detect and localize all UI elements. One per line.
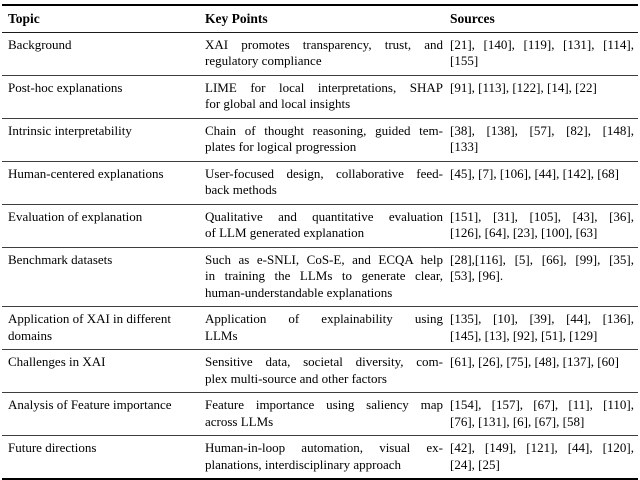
key-points-cell: Such as e-SNLI, CoS-E, and ECQA help in t… bbox=[205, 251, 443, 300]
sources-cell: [45], [7], [106], [44], [142], [68] bbox=[450, 165, 619, 181]
table-row: Evaluation of explanation Qualitative an… bbox=[2, 204, 638, 247]
key-points-cell: User-focused design, collaborative feed-… bbox=[205, 165, 443, 198]
table-row: Post-hoc explanations LIME for local int… bbox=[2, 75, 638, 118]
topic-cell: Evaluation of explanation bbox=[8, 208, 143, 224]
table-row: Intrinsic interpretability Chain of thou… bbox=[2, 118, 638, 161]
sources-cell: [154], [157], [67], [11], [110], [76], [1… bbox=[450, 397, 634, 429]
table-row: Application of XAI in different domains A… bbox=[2, 307, 638, 350]
table-row: Human-centered explanations User-focused… bbox=[2, 161, 638, 204]
sources-cell: [21], [140], [119], [131], [114], [155] bbox=[450, 36, 634, 69]
table-row: Challenges in XAI Sensitive data, societ… bbox=[2, 350, 638, 393]
key-points-cell: Chain of thought reasoning, guided tem-p… bbox=[205, 122, 443, 155]
sources-cell: [42], [149], [121], [44], [120], [24], [2… bbox=[450, 440, 634, 472]
topics-sources-table: Topic Key Points Sources Background XAI … bbox=[2, 4, 638, 480]
key-points-cell: Feature importance using saliency map acr… bbox=[205, 397, 443, 429]
column-header-topic: Topic bbox=[8, 11, 40, 26]
header-row: Topic Key Points Sources bbox=[2, 5, 638, 32]
topic-cell: Challenges in XAI bbox=[8, 354, 106, 369]
topic-cell: Intrinsic interpretability bbox=[8, 122, 132, 138]
key-points-cell: Application of explainability using LLMs bbox=[205, 311, 443, 343]
table-row: Benchmark datasets Such as e-SNLI, CoS-E… bbox=[2, 247, 638, 307]
topic-cell: Human-centered explanations bbox=[8, 165, 164, 181]
sources-cell: [151], [31], [105], [43], [36], [126], [6… bbox=[450, 208, 634, 241]
topic-cell: Post-hoc explanations bbox=[8, 79, 123, 95]
key-points-cell: LIME for local interpretations, SHAP for … bbox=[205, 79, 443, 112]
sources-cell: [91], [113], [122], [14], [22] bbox=[450, 79, 597, 95]
table-header: Topic Key Points Sources bbox=[2, 5, 638, 32]
table-body: Background XAI promotes transparency, tr… bbox=[2, 32, 638, 479]
key-points-cell: Sensitive data, societal diversity, com-… bbox=[205, 354, 443, 386]
topic-cell: Future directions bbox=[8, 440, 97, 455]
topic-cell: Analysis of Feature importance bbox=[8, 397, 172, 412]
column-header-key-points: Key Points bbox=[205, 11, 268, 26]
table-row: Future directions Human-in-loop automati… bbox=[2, 436, 638, 480]
key-points-cell: Qualitative and quantitative evaluation o… bbox=[205, 208, 443, 241]
topic-cell: Benchmark datasets bbox=[8, 251, 113, 267]
table-row: Analysis of Feature importance Feature i… bbox=[2, 393, 638, 436]
sources-cell: [61], [26], [75], [48], [137], [60] bbox=[450, 354, 619, 369]
sources-cell: [135], [10], [39], [44], [136], [145], [1… bbox=[450, 311, 634, 343]
key-points-cell: Human-in-loop automation, visual ex-plan… bbox=[205, 440, 443, 472]
topic-cell: Application of XAI in different domains bbox=[8, 311, 171, 343]
topic-cell: Background bbox=[8, 36, 72, 52]
key-points-cell: XAI promotes transparency, trust, and reg… bbox=[205, 36, 443, 69]
sources-cell: [28],[116], [5], [66], [99], [35], [53], … bbox=[450, 251, 634, 284]
column-header-sources: Sources bbox=[450, 11, 495, 26]
sources-cell: [38], [138], [57], [82], [148], [133] bbox=[450, 122, 634, 155]
table-row: Background XAI promotes transparency, tr… bbox=[2, 32, 638, 75]
